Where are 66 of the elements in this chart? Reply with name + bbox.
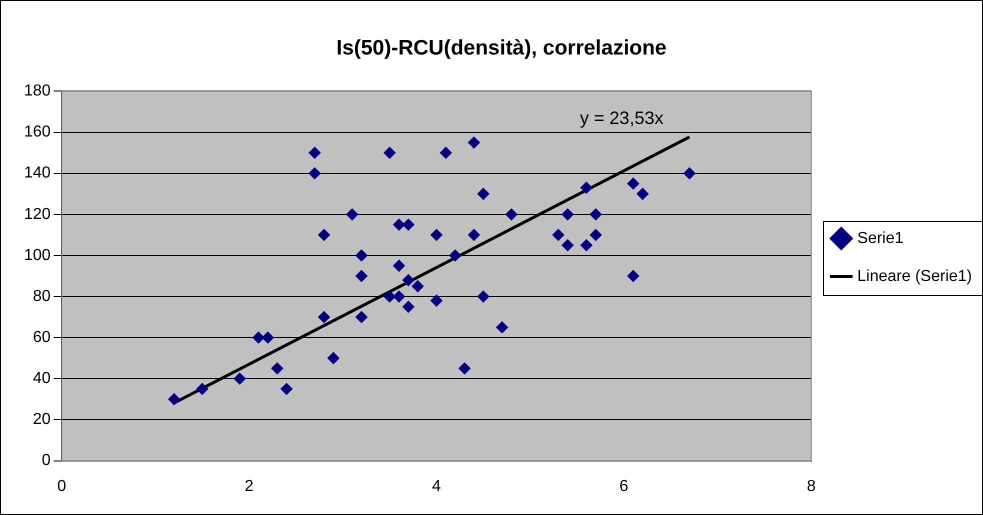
point (590, 208, 602, 220)
point (196, 382, 208, 395)
y-tick-label: 20 (32, 411, 51, 428)
point (590, 228, 602, 241)
point (384, 146, 396, 159)
x-tick-label: 6 (619, 478, 628, 495)
point (449, 249, 462, 262)
chart-title: Is(50)-RCU(densità), correlazione (336, 36, 667, 60)
point (627, 270, 640, 282)
point (308, 146, 321, 159)
annotation: y = 23,53x (580, 108, 664, 128)
point (402, 300, 414, 313)
point (477, 188, 490, 200)
point (402, 218, 414, 231)
legend-label: Lineare (Serie1) (857, 268, 972, 285)
point (562, 239, 574, 252)
point (412, 280, 424, 292)
y-tick-label: 60 (32, 329, 51, 346)
point (308, 167, 321, 180)
y-tick-label: 100 (24, 246, 51, 264)
point (468, 228, 480, 241)
point (580, 239, 592, 252)
point (496, 321, 508, 334)
y-tick-label: 180 (24, 82, 51, 100)
point (393, 290, 406, 303)
point (683, 167, 696, 180)
point (393, 218, 406, 231)
legend-label: Serie1 (857, 230, 904, 247)
point (430, 228, 442, 241)
point (552, 228, 564, 241)
point (327, 352, 340, 364)
point (356, 311, 368, 324)
y-tick-label: 0 (42, 452, 51, 470)
point (346, 208, 358, 220)
x-tick-label: 2 (244, 478, 254, 495)
point (356, 270, 368, 282)
y-tick-label: 40 (32, 370, 51, 388)
y-tick-label: 160 (24, 124, 51, 141)
point (505, 208, 518, 220)
point (468, 136, 480, 149)
point (262, 332, 274, 344)
point (562, 208, 574, 220)
point (318, 228, 330, 241)
point (430, 294, 442, 307)
point (318, 311, 330, 324)
point (580, 182, 592, 194)
point (393, 260, 406, 272)
point (356, 249, 368, 262)
point (168, 393, 180, 406)
point (234, 372, 246, 385)
y-tick-label: 120 (24, 206, 51, 223)
x-tick-label: 8 (806, 478, 816, 495)
point (271, 362, 284, 374)
point (458, 362, 471, 374)
point (280, 382, 293, 395)
point (627, 178, 640, 190)
point (384, 290, 396, 303)
point (402, 274, 414, 286)
point (636, 188, 649, 200)
point (440, 146, 452, 159)
y-tick-label: 80 (32, 288, 51, 305)
point (252, 332, 264, 344)
point (477, 290, 490, 303)
x-tick-label: 4 (432, 478, 442, 495)
x-tick-label: 0 (57, 478, 66, 495)
y-tick-label: 140 (24, 164, 51, 182)
